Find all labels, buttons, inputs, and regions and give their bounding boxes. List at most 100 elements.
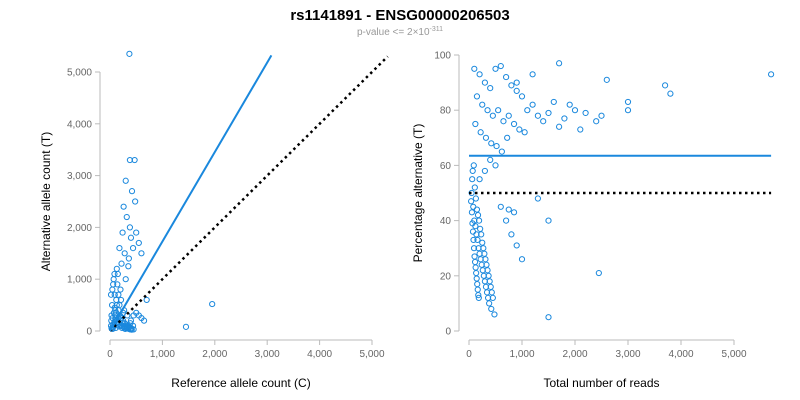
data-point (475, 292, 482, 299)
data-point (561, 115, 568, 122)
data-point (577, 126, 584, 133)
data-point (485, 272, 492, 279)
data-point (492, 162, 499, 169)
data-point (624, 107, 632, 114)
data-point (135, 239, 142, 247)
data-point (504, 134, 511, 141)
x-tick-label: 4,000 (307, 349, 332, 360)
data-point (497, 203, 504, 210)
data-point (478, 231, 485, 238)
data-point (113, 265, 120, 272)
x-tick-label: 3,000 (615, 349, 640, 360)
data-point (126, 224, 134, 231)
data-point (480, 245, 487, 252)
data-point (545, 314, 552, 321)
data-point (529, 101, 536, 108)
data-point (479, 239, 486, 246)
data-point (132, 198, 139, 205)
data-point (469, 220, 476, 227)
data-point (473, 275, 480, 282)
data-point (489, 294, 496, 301)
data-point (482, 134, 490, 141)
data-point (481, 167, 488, 175)
data-point (518, 93, 526, 100)
left-scatter-panel: 0 1,000 2,000 3,000 4,000 5,000 0 1,000 2,000 3,0… (39, 50, 389, 390)
data-point (474, 286, 481, 293)
data-point (486, 278, 493, 285)
data-point (513, 87, 520, 94)
data-point (492, 65, 499, 72)
data-point (566, 101, 573, 108)
data-point (209, 300, 216, 308)
data-point (127, 317, 135, 324)
data-point (121, 250, 128, 257)
data-point (119, 229, 126, 236)
data-point (534, 195, 542, 202)
x-tick-label: 1,000 (509, 349, 534, 360)
data-point (491, 311, 498, 318)
data-point (473, 93, 481, 100)
data-point (508, 82, 515, 89)
fit-line (109, 54, 273, 332)
data-point (479, 101, 486, 108)
data-point (662, 82, 669, 89)
data-point (120, 203, 127, 210)
data-point (477, 129, 484, 136)
x-tick-label: 3,000 (255, 349, 280, 360)
reference-line (109, 55, 389, 332)
y-tick-label: 1,000 (67, 275, 92, 286)
x-axis-label: Reference allele count (C) (171, 376, 310, 390)
data-point (488, 289, 495, 296)
data-point (468, 198, 475, 205)
data-point (474, 211, 482, 219)
data-point (505, 206, 512, 213)
data-point (556, 60, 563, 67)
data-point (473, 269, 480, 277)
data-point (477, 225, 484, 232)
x-tick-label: 2,000 (202, 349, 227, 360)
data-point (468, 209, 476, 216)
data-point (556, 123, 563, 130)
data-point (484, 107, 491, 114)
data-point (469, 167, 476, 175)
data-point (483, 261, 490, 268)
data-point (122, 276, 129, 283)
data-point (545, 217, 552, 224)
data-point (125, 263, 132, 270)
data-point (471, 184, 478, 191)
data-point (487, 156, 494, 163)
data-point (471, 258, 479, 266)
data-point (540, 118, 547, 125)
data-point (487, 85, 494, 92)
data-point (117, 296, 125, 304)
data-point (476, 176, 483, 183)
x-tick-label: 4,000 (668, 349, 693, 360)
data-point (495, 107, 502, 114)
x-tick-label: 0 (107, 349, 113, 360)
x-axis-label: Total number of reads (543, 376, 659, 390)
data-point (127, 234, 135, 241)
data-point (138, 250, 145, 257)
data-point (131, 156, 138, 164)
y-tick-label: 2,000 (67, 223, 92, 234)
data-point (487, 283, 494, 290)
data-point (484, 267, 491, 274)
data-point (489, 112, 496, 119)
data-point (115, 291, 122, 298)
data-point (488, 140, 495, 147)
y-tick-label: 100 (434, 51, 451, 62)
data-point (571, 107, 579, 114)
data-point (110, 276, 117, 283)
data-point (114, 281, 121, 288)
x-tick-label: 5,000 (359, 349, 384, 360)
data-point (505, 112, 512, 119)
y-axis-label: Percentage alternative (T) (411, 124, 425, 263)
data-point (500, 118, 507, 125)
data-point (107, 291, 115, 298)
data-point (122, 177, 129, 184)
data-point (140, 317, 148, 324)
data-point (488, 305, 495, 313)
y-axis-label: Alternative allele count (T) (39, 132, 53, 271)
data-point (493, 142, 500, 150)
